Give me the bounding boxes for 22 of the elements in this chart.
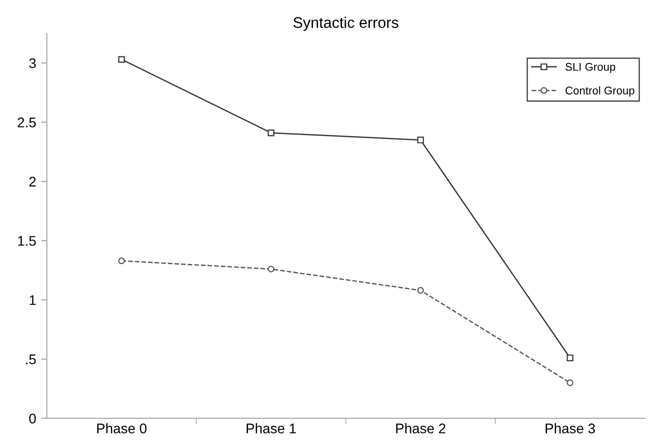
x-tick-label: Phase 1 — [246, 423, 296, 434]
y-tick-label: 2 — [29, 176, 36, 186]
x-tick-label: Phase 3 — [546, 423, 595, 434]
y-tick-label: 1.5 — [18, 236, 36, 246]
point — [268, 266, 274, 272]
point — [566, 379, 574, 386]
y-tick-label: 1 — [30, 295, 36, 305]
x-tick-label: Phase 0 — [97, 423, 146, 434]
y-tick-label: .5 — [26, 354, 36, 364]
legend-label: SLI Group — [566, 62, 616, 73]
y-tick-label: 0 — [29, 414, 36, 424]
x-tick-label: Phase 2 — [396, 423, 446, 434]
point — [118, 56, 125, 63]
point — [118, 257, 125, 264]
point — [268, 130, 274, 136]
y-tick-label: 2.5 — [18, 118, 36, 128]
chart-title: Syntactic errors — [293, 16, 398, 31]
point — [417, 136, 424, 144]
point — [566, 354, 574, 362]
y-tick-label: 3 — [29, 58, 36, 68]
point — [417, 287, 424, 294]
legend-label: Control Group — [566, 86, 634, 97]
